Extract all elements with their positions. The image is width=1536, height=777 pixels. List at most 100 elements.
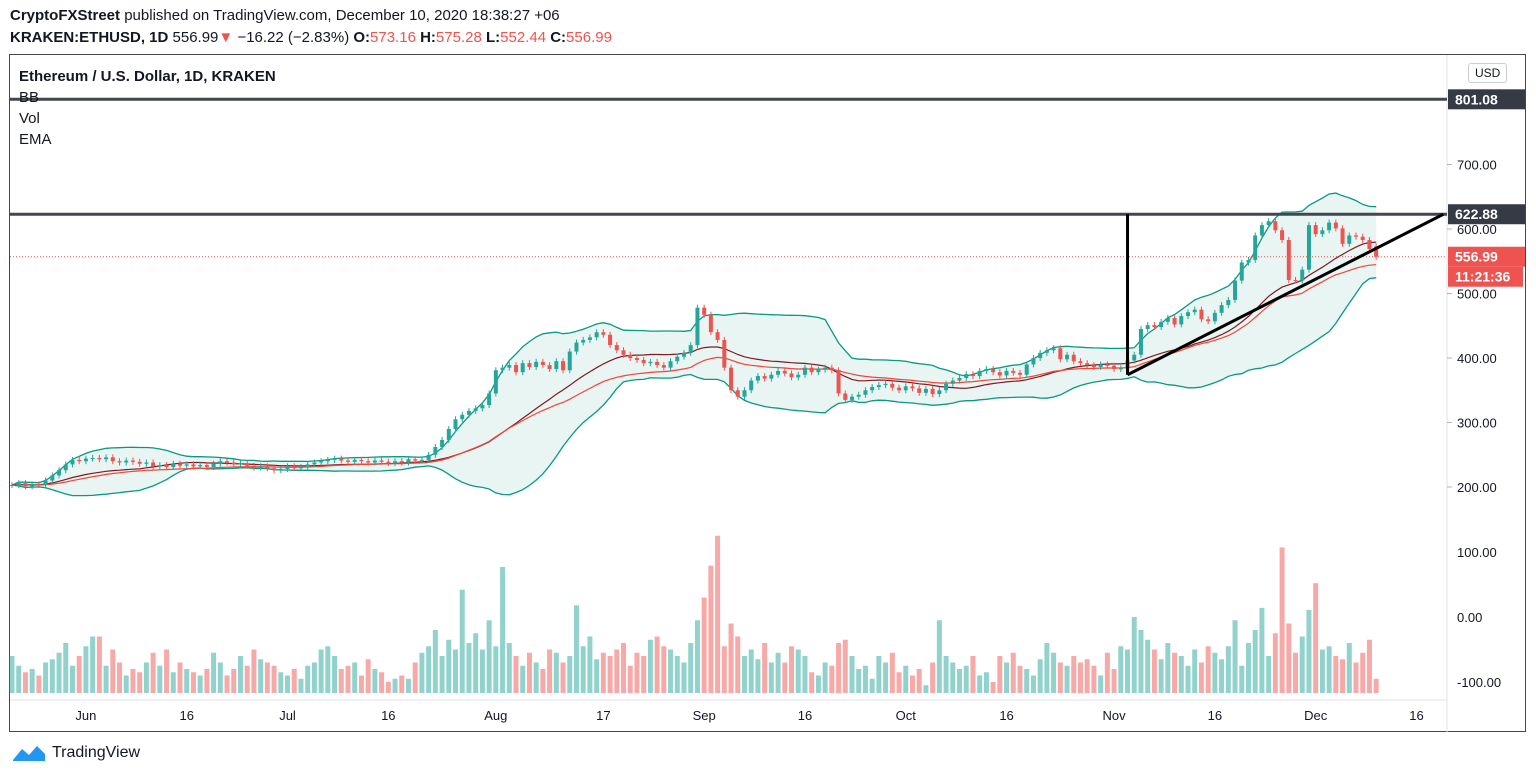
countdown-label-bg [1448,266,1523,287]
volume-bar [540,669,546,693]
low-value: 552.44 [500,29,547,46]
candle [30,484,35,487]
volume-bar [237,656,243,693]
candle [789,373,794,378]
candle [1085,363,1090,366]
volume-bar [473,633,479,693]
bb-fill [12,193,1377,496]
candle [1038,352,1043,358]
candle [231,462,236,465]
candle [433,447,438,455]
volume-bar [123,675,129,693]
candle [366,461,371,463]
volume-bar [446,639,452,693]
volume-bar [668,649,674,693]
price-tick-label: 700.00 [1457,158,1497,173]
candle [614,345,619,351]
candle [298,467,303,469]
candle [1132,354,1137,361]
volume-bar [1299,636,1305,693]
volume-bar [211,652,217,693]
volume-bar [325,646,331,693]
candle [446,428,451,440]
volume-bar [258,659,264,693]
candle [1159,321,1164,328]
volume-bar [1239,665,1245,693]
candle [1374,246,1379,257]
candle [1192,309,1197,313]
volume-bar [1252,630,1258,693]
volume-bar [681,662,687,693]
volume-bar [957,669,963,693]
chart-frame [9,54,1526,732]
candle [151,462,156,467]
candle [527,363,532,368]
legend-vol[interactable]: Vol [19,110,40,127]
volume-bar [1366,639,1372,693]
candle [225,461,230,463]
volume-bar [621,643,627,693]
legend-ema[interactable]: EMA [19,131,52,148]
legend-bb[interactable]: BB [19,89,40,106]
volume-bar [715,535,721,693]
volume-bar [271,665,277,693]
candle [977,370,982,377]
volume-bar [244,665,250,693]
volume-bar [735,636,741,693]
candle [863,390,868,395]
candle [749,380,754,391]
candle [43,480,48,486]
volume-bar [29,669,35,693]
candle [211,463,216,468]
candle [729,367,734,391]
level-price-label-bg [1448,204,1525,225]
volume-bar [815,675,821,693]
candle [1145,325,1150,329]
volume-bar [1360,652,1366,693]
tradingview-logo[interactable]: TradingView [12,744,140,762]
candle [332,458,337,460]
candle [1112,365,1117,369]
currency-button[interactable]: USD [1468,63,1508,83]
candle [554,361,559,369]
candle [110,457,115,462]
candle [453,419,458,429]
candle [715,332,720,340]
low-label: L: [485,29,501,46]
candle [634,358,639,360]
volume-bar [43,662,49,693]
volume-bar [184,669,190,693]
candle [520,363,525,373]
candle [1226,299,1231,306]
candle [540,361,545,366]
candle [1172,318,1177,325]
volume-bar [936,620,942,693]
candle [104,457,109,460]
volume-bar [741,656,747,693]
candle [587,337,592,340]
volume-bar [1151,649,1157,693]
candle [621,350,626,355]
volume-bar [1010,652,1016,693]
candle [1138,328,1143,355]
volume-bar [1245,643,1251,693]
author[interactable]: CryptoFXStreet [10,7,121,24]
volume-bar [130,669,136,693]
volume-bar [56,652,62,693]
volume-bar [520,665,526,693]
candle [339,458,344,461]
volume-bar [1340,659,1346,693]
volume-bar [110,649,116,693]
candle [1306,225,1311,270]
candle [399,461,404,463]
volume-bar [63,643,69,693]
candle [130,460,135,462]
candle [897,387,902,391]
volume-bar [795,649,801,693]
volume-bar [728,623,734,693]
volume-bar [170,672,176,693]
volume-bar [224,675,230,693]
candle [910,386,915,389]
candle [1266,221,1271,226]
